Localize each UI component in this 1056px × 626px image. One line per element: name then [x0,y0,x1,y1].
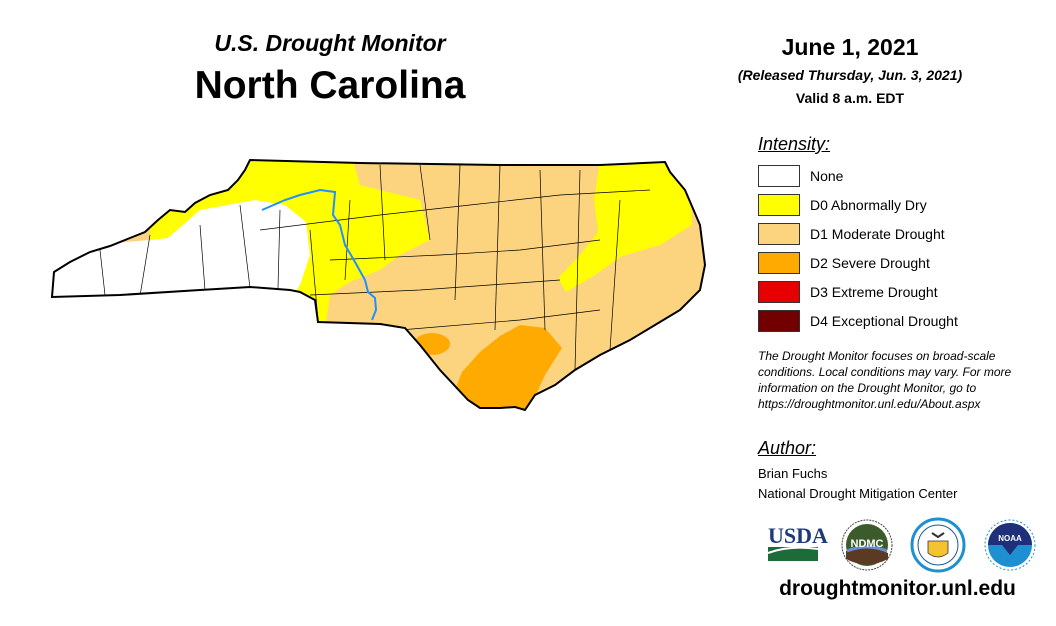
legend-label: D2 Severe Drought [810,255,930,271]
disclaimer-note: The Drought Monitor focuses on broad-sca… [758,349,1012,411]
legend-item-d3: D3 Extreme Drought [758,281,938,303]
legend-label: D0 Abnormally Dry [810,197,927,213]
legend-swatch [758,165,800,187]
legend-swatch [758,223,800,245]
map-date: June 1, 2021 [781,34,919,60]
svg-text:USDA: USDA [768,523,828,548]
author-org: National Drought Mitigation Center [758,486,958,501]
legend-label: None [810,168,844,184]
legend-item-none: None [758,165,843,187]
ndmc-logo: NDMC [841,519,893,571]
legend-swatch [758,194,800,216]
d2-region-main [455,325,562,410]
svg-text:NOAA: NOAA [998,534,1022,543]
legend-label: D1 Moderate Drought [810,226,945,242]
release-date: (Released Thursday, Jun. 3, 2021) [737,67,963,83]
commerce-seal-logo [910,517,966,573]
d0-region-northeast [558,160,692,292]
map-subtitle: U.S. Drought Monitor [214,30,446,56]
author-name: Brian Fuchs [758,466,828,481]
website-url[interactable]: droughtmonitor.unl.edu [779,577,1016,600]
state-outline [50,158,707,412]
noaa-logo: NOAA [984,519,1036,571]
legend-item-d0: D0 Abnormally Dry [758,194,927,216]
legend-label: D3 Extreme Drought [810,284,938,300]
legend-item-d4: D4 Exceptional Drought [758,310,958,332]
partner-logos: USDA NDMC NOAA [767,517,1036,573]
legend-swatch [758,310,800,332]
north-carolina-drought-map [50,158,707,412]
legend-label: D4 Exceptional Drought [810,313,958,329]
legend-title: Intensity: [758,134,831,154]
svg-text:NDMC: NDMC [851,538,884,550]
usda-logo: USDA [767,523,828,561]
legend-item-d2: D2 Severe Drought [758,252,930,274]
author-title: Author: [758,438,817,458]
page-title: North Carolina [194,64,466,107]
legend-swatch [758,252,800,274]
river [261,188,378,321]
valid-time: Valid 8 a.m. EDT [795,90,905,106]
legend-item-d1: D1 Moderate Drought [758,223,945,245]
county-lines [99,164,651,371]
none-region [52,200,310,310]
legend-swatch [758,281,800,303]
d1-region [52,160,705,410]
